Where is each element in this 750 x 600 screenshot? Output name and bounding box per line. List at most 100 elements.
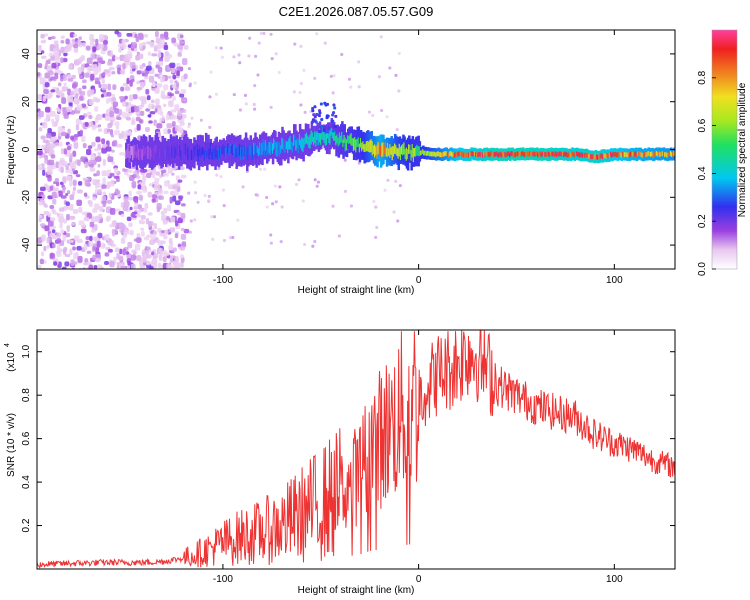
spectrogram-noise-cell: [88, 240, 94, 248]
spectrogram-noise-cell: [68, 203, 74, 211]
spectrogram-noise-cell: [163, 190, 169, 195]
spectrogram-noise-cell: [145, 65, 152, 71]
spectrogram-noise-cell: [166, 204, 172, 212]
spectrogram-noise-cell: [143, 253, 147, 260]
spectrogram-noise-cell: [66, 106, 73, 113]
colorbar-tick-label: 0.2: [697, 214, 708, 228]
spectrogram-noise-cell: [167, 75, 172, 79]
spectrogram-noise-cell: [86, 66, 93, 72]
spectrogram-noise-cell: [76, 245, 82, 251]
spectrogram-noise-cell: [169, 257, 173, 263]
spectrogram-noise-cell: [77, 189, 83, 194]
spectrogram-noise-cell: [167, 168, 174, 174]
spectrogram-noise-cell: [160, 170, 167, 174]
spectrogram-noise-cell: [270, 57, 274, 61]
spectrogram-noise-cell: [331, 91, 335, 95]
spectrogram-noise-cell: [109, 224, 113, 228]
spectrogram-noise-cell: [172, 195, 177, 202]
spectrogram-noise-cell: [46, 65, 52, 70]
spectrogram-noise-cell: [51, 131, 57, 137]
spectrogram-cells: [37, 30, 675, 269]
spectrogram-noise-cell: [59, 222, 63, 229]
spectrogram-noise-cell: [76, 104, 83, 111]
spectrogram-noise-cell: [130, 254, 137, 261]
spectrogram-noise-cell: [217, 167, 221, 171]
spectrogram-noise-cell: [78, 36, 82, 41]
spectrogram-noise-cell: [90, 229, 96, 233]
spectrogram-noise-cell: [102, 159, 106, 166]
spectrogram-noise-cell: [253, 84, 257, 88]
spectrogram-noise-cell: [114, 190, 121, 195]
spectrogram-noise-cell: [179, 246, 186, 251]
spectrogram-noise-cell: [97, 124, 102, 128]
spectrogram-noise-cell: [37, 264, 42, 269]
spectrogram-noise-cell: [37, 237, 43, 244]
spectrogram-noise-cell: [150, 99, 155, 104]
spectrogram-noise-cell: [92, 254, 96, 261]
spectrogram-noise-cell: [137, 184, 142, 190]
spectrogram-noise-cell: [83, 262, 88, 266]
spectrogram-noise-cell: [77, 180, 83, 186]
spectrogram-noise-cell: [180, 212, 186, 219]
spectrogram-noise-cell: [357, 60, 361, 64]
spectrogram-noise-cell: [95, 136, 101, 143]
spectrogram-noise-cell: [162, 256, 167, 263]
spectrogram-noise-cell: [51, 118, 55, 124]
spectrogram-noise-cell: [54, 211, 58, 215]
spectrogram-noise-cell: [179, 40, 185, 45]
spectrogram-noise-cell: [136, 80, 140, 85]
spectrogram-noise-cell: [105, 146, 112, 152]
spectrogram-noise-cell: [125, 251, 130, 255]
spectrogram-noise-cell: [117, 43, 123, 48]
spectrogram-noise-cell: [72, 209, 79, 214]
spectrogram-noise-cell: [102, 71, 106, 77]
spectrogram-noise-cell: [37, 144, 41, 149]
ridge-bump-cell: [326, 102, 330, 106]
ridge-bump-cell: [320, 118, 324, 122]
spectrogram-noise-cell: [313, 76, 317, 80]
spectrogram-noise-cell: [114, 30, 120, 35]
spectrogram-noise-cell: [199, 118, 203, 122]
spectrogram-noise-cell: [169, 79, 174, 84]
spectrogram-noise-cell: [120, 213, 125, 218]
spectrogram-noise-cell: [133, 238, 140, 242]
spectrogram-noise-cell: [148, 75, 155, 83]
spectrogram-noise-cell: [114, 129, 120, 136]
spectrogram-noise-cell: [178, 196, 183, 202]
spectrogram-noise-cell: [331, 204, 335, 208]
spectrogram-noise-cell: [188, 230, 192, 234]
spectrogram-x-label: Height of straight line (km): [298, 285, 415, 296]
spectrogram-noise-cell: [172, 115, 178, 120]
spectrogram-noise-cell: [124, 95, 128, 100]
spectrogram-noise-cell: [114, 108, 120, 114]
spectrogram-noise-cell: [107, 156, 114, 163]
spectrogram-noise-cell: [207, 199, 211, 203]
spectrogram-noise-cell: [97, 232, 103, 239]
spectrogram-noise-cell: [97, 57, 103, 64]
spectrogram-noise-cell: [170, 109, 177, 113]
spectrogram-noise-cell: [156, 123, 163, 129]
spectrogram-noise-cell: [232, 55, 236, 59]
spectrogram-noise-cell: [177, 37, 183, 41]
spectrogram-noise-cell: [132, 94, 138, 100]
spectrogram-noise-cell: [140, 231, 145, 237]
spectrogram-noise-cell: [106, 181, 112, 188]
spectrogram-noise-cell: [151, 198, 156, 203]
spectrogram-noise-cell: [86, 57, 93, 64]
ridge-bump-cell: [319, 102, 323, 106]
spectrogram-noise-cell: [66, 225, 70, 232]
ridge-bump-cell: [330, 119, 334, 123]
ridge-bump-cell: [311, 118, 315, 122]
spectrogram-noise-cell: [152, 81, 156, 88]
spectrogram-noise-cell: [256, 73, 260, 77]
spectrogram-noise-cell: [122, 101, 126, 107]
spectrogram-noise-cell: [243, 93, 247, 97]
spectrogram-noise-cell: [111, 71, 116, 75]
spectrogram-noise-cell: [130, 263, 136, 269]
spectrogram-noise-cell: [139, 207, 146, 212]
x-tick-label: 100: [606, 275, 623, 286]
spectrogram-noise-cell: [122, 62, 126, 70]
spectrogram-noise-cell: [125, 112, 132, 117]
spectrogram-noise-cell: [183, 45, 189, 50]
spectrogram-noise-cell: [177, 243, 182, 248]
